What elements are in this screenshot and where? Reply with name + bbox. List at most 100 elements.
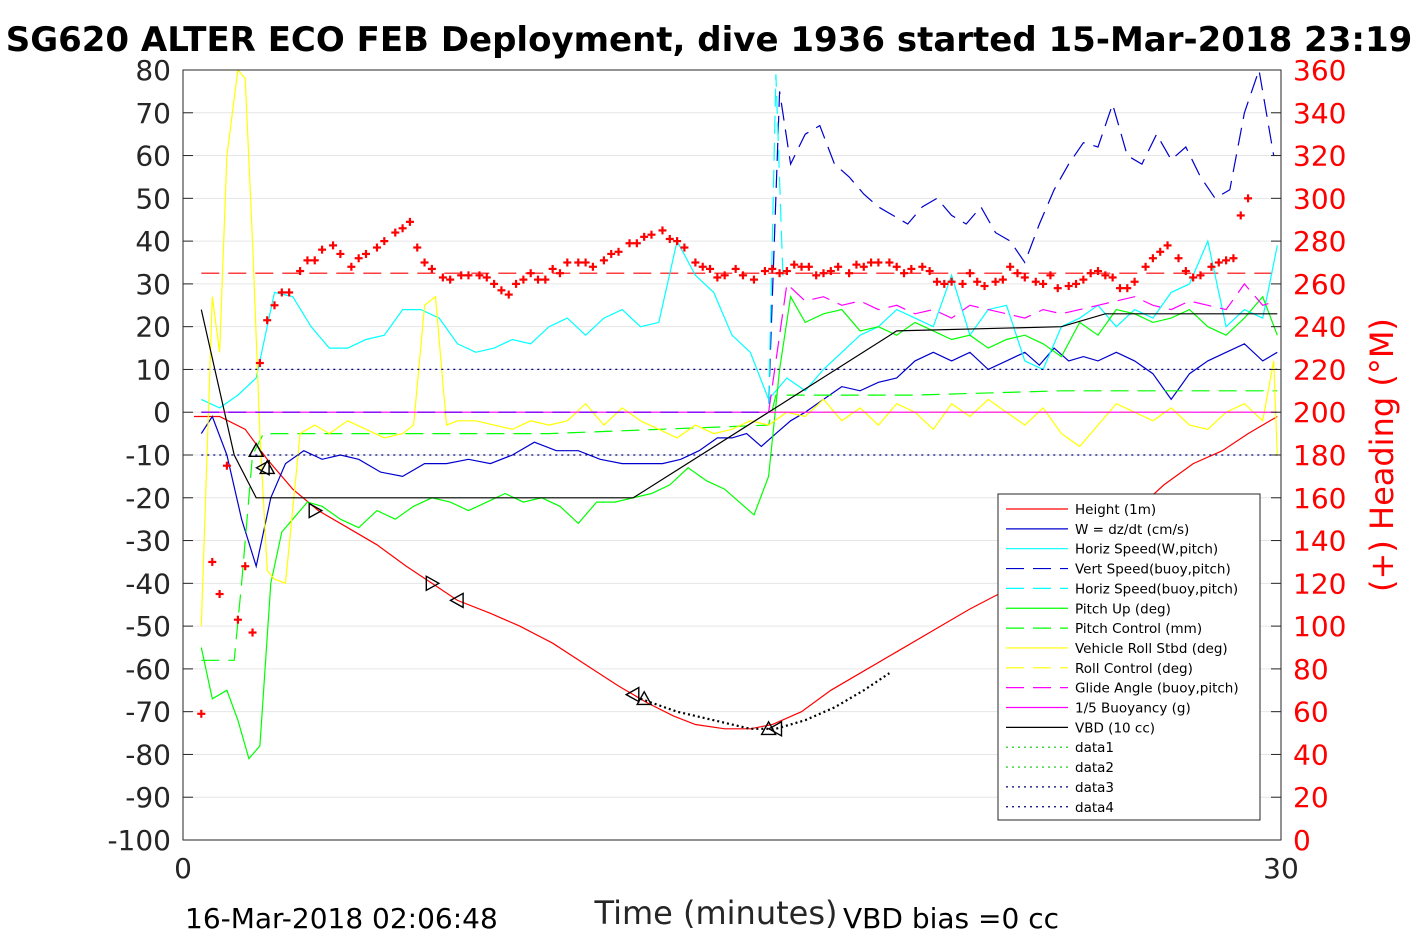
heading-point [958,279,967,288]
heading-point [413,243,422,252]
heading-point [1053,284,1062,293]
legend: Height (1m) W = dz/dt (cm/s) Horiz Speed(W… [997,493,1261,821]
heading-point [698,262,707,271]
triangle-marker [308,502,324,519]
heading-point [1020,273,1029,282]
heading-point [215,590,224,599]
legend-label: data3 [1075,780,1114,796]
heading-point [658,226,667,235]
heading-point [782,267,791,276]
heading-point [980,282,989,291]
heading-point [310,256,319,265]
left-tick-label: 0 [153,396,171,429]
heading-point [867,258,876,267]
series-glide-angle-buoy-pitch [768,282,1278,413]
heading-point [859,262,868,271]
legend-entry: Height (1m) [1006,502,1156,518]
heading-point [1079,275,1088,284]
heading-point [380,237,389,246]
left-tick-label: -10 [125,439,171,472]
heading-point [438,273,447,282]
x-tick-label: 0 [174,852,192,885]
heading-point [680,243,689,252]
x-axis-label: Time (minutes) [594,894,838,932]
triangle-marker [255,459,270,476]
legend-entry: data3 [1006,780,1114,796]
right-tick-label: 300 [1293,182,1346,215]
right-tick-label: 240 [1293,311,1346,344]
heading-point [1141,262,1150,271]
heading-point [599,256,608,265]
heading-point [834,262,843,271]
heading-point [760,267,769,276]
heading-point [457,271,466,280]
heading-point [563,258,572,267]
heading-point [632,239,641,248]
legend-entry: data1 [1006,740,1114,756]
heading-point [512,279,521,288]
legend-entries: Height (1m) W = dz/dt (cm/s) Horiz Speed(W… [1006,502,1239,816]
heading-point [519,275,528,284]
right-tick-label: 80 [1293,653,1329,686]
heading-point [574,258,583,267]
right-tick-label: 60 [1293,696,1329,729]
heading-point [1222,256,1231,265]
right-axis-label: (+) Heading (°M) [1363,318,1401,592]
triangle-marker [767,720,783,737]
heading-point [581,258,590,267]
right-tick-label: 260 [1293,268,1346,301]
heading-point [932,277,941,286]
heading-point [490,279,499,288]
legend-label: Vert Speed(buoy,pitch) [1075,562,1231,578]
heading-point [405,217,414,226]
heading-point [296,267,305,276]
left-tick-label: 80 [135,54,171,87]
heading-point [918,262,927,271]
legend-entry: Roll Control (deg) [1006,661,1193,677]
heading-point [713,273,722,282]
heading-point [900,269,909,278]
heading-point [885,258,894,267]
heading-point [1148,254,1157,263]
triangle-marker [259,459,276,475]
heading-point [1094,267,1102,276]
triangle-marker [248,442,265,457]
left-tick-label: 40 [135,225,171,258]
left-tick-label: -80 [125,738,171,771]
left-tick-label: 20 [135,311,171,344]
right-tick-label: 320 [1293,140,1346,173]
footer-vbd-bias: VBD bias =0 cc [843,902,1059,935]
heading-point [329,241,338,250]
heading-point [819,269,828,278]
left-tick-label: -40 [125,567,171,600]
legend-label: Glide Angle (buoy,pitch) [1075,681,1239,697]
heading-point [222,461,231,470]
heading-point [1013,269,1022,278]
heading-point [398,224,407,233]
right-tick-label: 160 [1293,482,1346,515]
right-tick-label: 180 [1293,439,1346,472]
legend-label: Pitch Up (deg) [1075,601,1171,617]
heading-point [607,249,616,258]
heading-point [965,269,974,278]
heading-point [940,279,949,288]
legend-label: Vehicle Roll Stbd (deg) [1075,641,1228,657]
heading-point [706,264,715,273]
heading-point [420,258,429,267]
legend-entry: data4 [1006,800,1114,816]
heading-point [768,264,777,273]
series-pitch-control-mm [201,390,1278,661]
heading-point [427,264,436,273]
heading-point [973,277,982,286]
heading-point [197,709,206,718]
heading-point [497,286,506,295]
left-tick-label: -60 [125,653,171,686]
left-tick-label: -20 [125,482,171,515]
heading-point [731,264,740,273]
heading-point [1006,262,1015,271]
right-tick-label: 140 [1293,525,1346,558]
heading-point [347,262,356,271]
right-tick-label: 340 [1293,97,1346,130]
left-tick-label: 10 [135,353,171,386]
